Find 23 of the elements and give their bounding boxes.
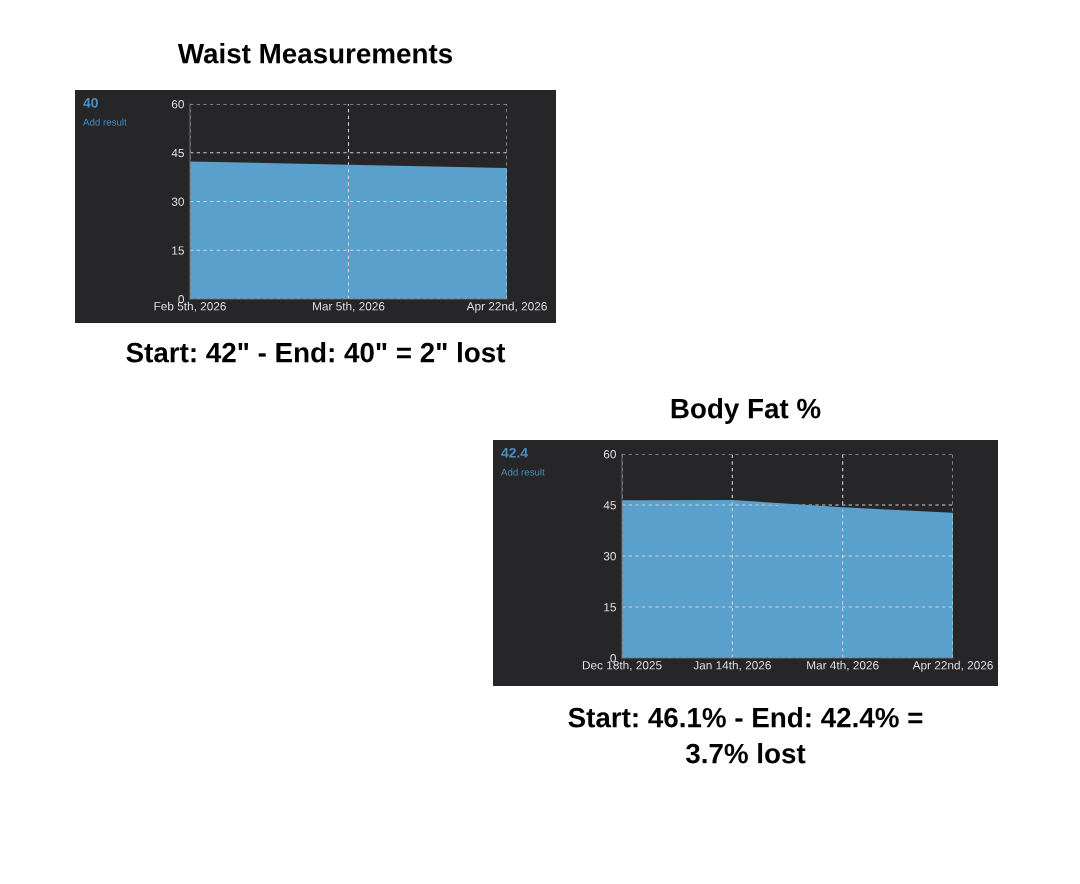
y-tick-label: 30 xyxy=(171,197,184,206)
y-tick-label: 0 xyxy=(610,654,616,663)
text: 42.4 xyxy=(501,447,528,458)
y-tick-label: 60 xyxy=(171,100,184,109)
x-tick-label: Mar 5th, 2026 xyxy=(313,301,385,312)
chart-title: Waist Measurements xyxy=(177,43,453,64)
text: 40 xyxy=(83,97,98,108)
y-tick-label: 15 xyxy=(604,603,616,612)
chart-title: Body Fat % xyxy=(671,398,821,424)
y-tick-label: 30 xyxy=(603,552,616,561)
x-tick-label: Apr 22nd, 2026 xyxy=(466,301,547,313)
y-tick-label: 15 xyxy=(172,246,184,255)
y-tick-label: 45 xyxy=(603,501,616,510)
y-tick-label: 45 xyxy=(171,148,184,158)
text: Add result xyxy=(501,468,545,476)
text: Start: 42" - End: 40" = 2" lost xyxy=(126,342,506,363)
x-tick-label: Jan 14th, 2026 xyxy=(693,660,771,671)
y-tick-label: 60 xyxy=(603,450,616,459)
text: Start: 46.1% - End: 42.4% = 3.7% lost xyxy=(568,707,923,764)
x-tick-label: Mar 4th, 2026 xyxy=(807,660,879,671)
x-tick-label: Dec 18th, 2025 xyxy=(582,660,662,671)
x-tick-label: Apr 22nd, 2026 xyxy=(912,660,993,672)
text: Add result xyxy=(83,118,127,126)
